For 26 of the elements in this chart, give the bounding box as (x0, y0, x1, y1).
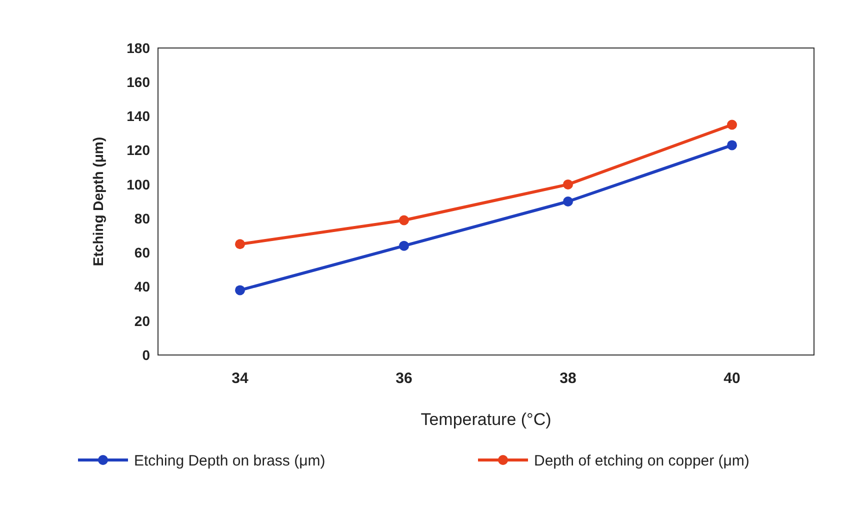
y-tick-label: 160 (126, 74, 150, 90)
y-tick-label: 120 (126, 142, 150, 158)
y-tick-label: 20 (134, 312, 150, 329)
y-tick-label: 60 (134, 244, 150, 261)
y-tick-label: 0 (142, 346, 150, 363)
y-tick-label: 180 (126, 40, 150, 56)
y-tick-label: 80 (134, 210, 150, 226)
y-tick-label: 140 (126, 108, 150, 124)
x-axis-title: Temperature (°C) (420, 410, 552, 429)
point (399, 215, 409, 226)
legend-label: Etching Depth on brass (μm) (134, 452, 326, 470)
y-tick-label: 40 (134, 278, 150, 295)
point (235, 285, 245, 296)
point (727, 140, 737, 150)
x-tick-label: 38 (560, 370, 576, 387)
x-tick-label: 34 (232, 370, 249, 387)
y-tick-label: 100 (126, 176, 150, 192)
x-tick-label: 36 (396, 370, 412, 387)
point (563, 196, 573, 206)
y-axis-title: Etching Depth (μm) (90, 136, 106, 266)
point (727, 120, 737, 130)
point (399, 240, 409, 251)
point (235, 239, 245, 250)
x-tick-label: 40 (724, 370, 740, 387)
legend-label: Depth of etching on copper (μm) (534, 452, 750, 470)
point (563, 179, 573, 190)
